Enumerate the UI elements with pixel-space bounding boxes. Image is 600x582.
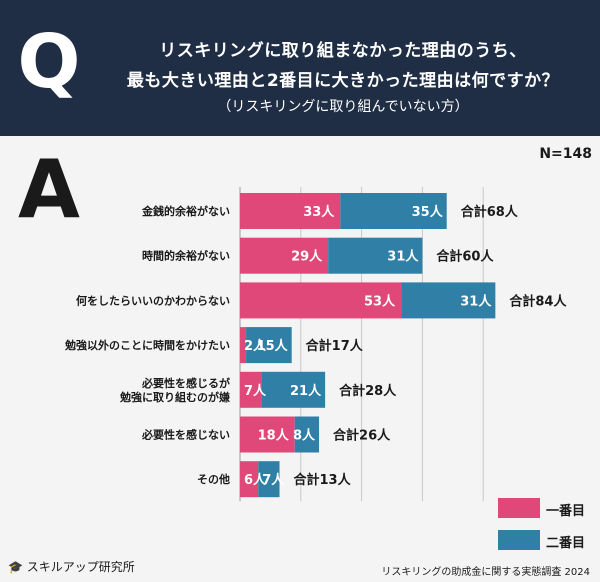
legend-swatch-first <box>498 498 540 518</box>
bar-second <box>340 193 447 229</box>
total-label: 合計17人 <box>306 338 364 354</box>
value-label-second: 7人 <box>262 472 285 488</box>
question-subtitle: （リスキリングに取り組んでいない方） <box>217 99 469 115</box>
bar-first <box>240 193 341 229</box>
sample-size: N=148 <box>539 146 592 162</box>
value-label-second: 8人 <box>293 428 316 444</box>
header-banner: Q リスキリングに取り組まなかった理由のうち、 最も大きい理由と2番目に大きかっ… <box>0 0 600 136</box>
value-label-second: 35人 <box>412 204 444 220</box>
bar-second <box>246 327 292 364</box>
category-label: 金銭的余裕がない <box>141 204 230 218</box>
legend-swatch-second <box>498 530 540 550</box>
value-label-first: 7人 <box>244 383 267 399</box>
bar-second <box>401 282 496 319</box>
question-line-1: リスキリングに取り組まなかった理由のうち、 <box>159 41 527 61</box>
bar-second <box>261 371 326 408</box>
value-label-first: 29人 <box>291 249 323 265</box>
category-label: 必要性を感じるが勉強に取り組むのが嫌 <box>119 376 230 404</box>
bar-first <box>240 327 247 364</box>
value-label-first: 18人 <box>258 428 290 444</box>
value-label-second: 31人 <box>460 293 492 309</box>
value-label-second: 21人 <box>290 383 322 399</box>
bar-first <box>240 282 402 319</box>
total-label: 合計60人 <box>436 249 494 265</box>
value-label-second: 15人 <box>257 338 289 354</box>
total-label: 合計84人 <box>509 293 567 309</box>
bar-first <box>240 371 262 408</box>
footer-logo: 🎓 スキルアップ研究所 <box>8 558 135 575</box>
question-line-2: 最も大きい理由と2番目に大きかった理由は何ですか？ <box>126 71 560 91</box>
value-label-first: 53人 <box>364 293 396 309</box>
footer-logo-text: スキルアップ研究所 <box>26 560 135 574</box>
bar-second <box>328 237 423 274</box>
value-label-first: 2人 <box>244 338 267 354</box>
category-label: 何をしたらいいのかわからない <box>76 293 230 307</box>
bar-second <box>258 461 280 498</box>
value-label-second: 31人 <box>387 249 419 265</box>
total-label: 合計13人 <box>294 472 352 488</box>
bar-first <box>240 461 259 498</box>
category-label: 必要性を感じない <box>141 428 230 442</box>
category-label: その他 <box>197 472 230 486</box>
total-label: 合計68人 <box>461 204 519 220</box>
answer-letter: A <box>18 143 80 236</box>
bar-first <box>240 237 329 274</box>
bar-first <box>240 416 295 453</box>
total-label: 合計28人 <box>339 383 397 399</box>
bar-second <box>294 416 320 453</box>
graduation-cap-icon: 🎓 <box>8 560 23 574</box>
legend-label-first: 一番目 <box>546 504 586 519</box>
value-label-first: 6人 <box>244 472 267 488</box>
category-label: 勉強以外のことに時間をかけたい <box>64 338 230 352</box>
value-label-first: 33人 <box>303 204 335 220</box>
legend-label-second: 二番目 <box>546 536 586 551</box>
category-label: 時間的余裕がない <box>142 249 230 263</box>
footer-source: リスキリングの助成金に関する実態調査 2024 <box>381 567 590 578</box>
total-label: 合計26人 <box>333 428 391 444</box>
question-letter: Q <box>17 19 81 105</box>
